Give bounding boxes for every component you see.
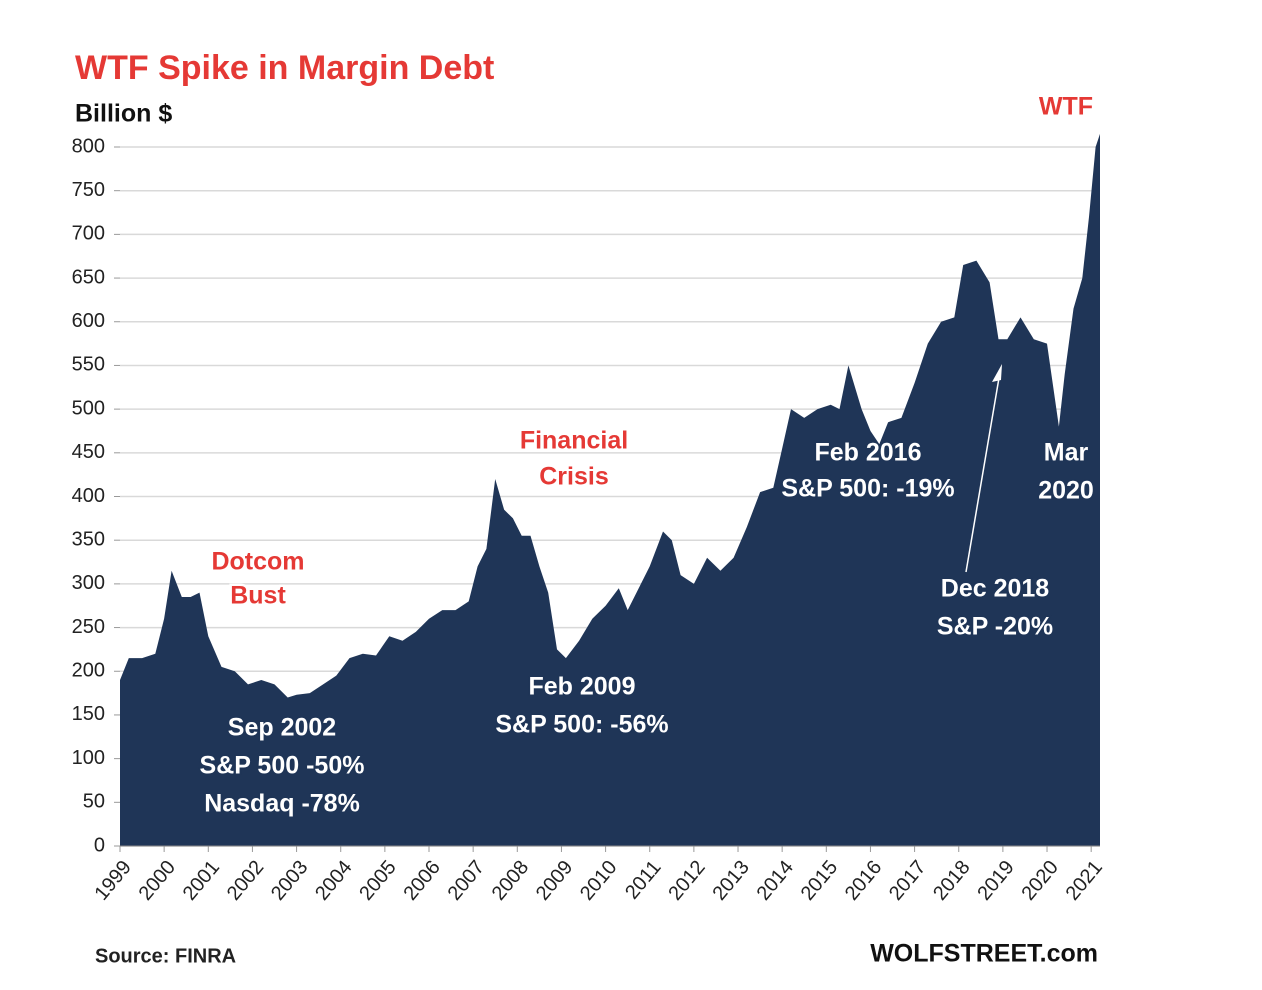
annotation: Dec 2018 <box>941 575 1050 603</box>
y-tick-label: 350 <box>72 528 105 550</box>
x-tick-label: 2019 <box>973 856 1018 904</box>
x-tick-label: 2004 <box>311 856 356 904</box>
x-tick-label: 2015 <box>797 856 842 904</box>
plot <box>120 133 1100 847</box>
source: Source: FINRA <box>95 945 236 967</box>
x-tick-label: 2012 <box>664 856 709 904</box>
annotation: Nasdaq -78% <box>204 790 360 818</box>
annotation: Bust <box>230 582 286 610</box>
x-tick-label: 2020 <box>1017 856 1062 904</box>
y-tick-label: 150 <box>72 703 105 725</box>
annotation: Crisis <box>539 463 608 491</box>
x-tick-label: 2017 <box>885 856 930 904</box>
annotation: Feb 2016 <box>814 439 921 467</box>
annotation: S&P 500 -50% <box>200 752 365 780</box>
y-tick-label: 400 <box>72 485 105 507</box>
x-tick-label: 2000 <box>135 856 180 904</box>
y-tick-label: 300 <box>72 572 105 594</box>
x-tick-label: 2006 <box>399 856 444 904</box>
x-tick-label: 2008 <box>488 856 533 904</box>
y-tick-label: 200 <box>72 660 105 682</box>
annotation: S&P 500: -19% <box>781 475 954 503</box>
x-tick-label: 1999 <box>90 856 135 904</box>
x-tick-label: 2021 <box>1062 856 1107 904</box>
y-tick-label: 600 <box>72 310 105 332</box>
x-tick-label: 2001 <box>179 856 224 904</box>
y-tick-label: 500 <box>72 397 105 419</box>
annotation: Dotcom <box>211 548 304 576</box>
x-tick-label: 2010 <box>576 856 621 904</box>
x-tick-label: 2007 <box>444 856 489 904</box>
brand: WOLFSTREET.com <box>870 940 1098 968</box>
y-tick-label: 100 <box>72 747 105 769</box>
x-tick-label: 2013 <box>708 856 753 904</box>
x-tick-label: 2003 <box>267 856 312 904</box>
annotations: WTF Dotcom Bust Sep 2002 S&P 500 -50% Nasdaq … <box>198 90 1096 819</box>
arrow <box>965 371 1001 573</box>
y-tick-label: 450 <box>72 441 105 463</box>
y-tick-label: 700 <box>72 223 105 245</box>
annotation: S&P -20% <box>937 613 1053 641</box>
annotation: S&P 500: -56% <box>495 711 668 739</box>
x-tick-label: 2018 <box>929 856 974 904</box>
y-tick-label: 0 <box>94 834 105 856</box>
annotation: 2020 <box>1038 477 1094 505</box>
x-tick-label: 2014 <box>753 856 798 904</box>
annotation: Mar <box>1044 439 1089 467</box>
y-tick-label: 650 <box>72 266 105 288</box>
y-tick-label: 550 <box>72 354 105 376</box>
y-tick-label: 250 <box>72 616 105 638</box>
arrow-head <box>992 364 1002 382</box>
annotation: WTF <box>1039 93 1093 121</box>
x-tick-label: 2009 <box>532 856 577 904</box>
y-tick-label: 50 <box>83 791 105 813</box>
x-tick-label: 2016 <box>841 856 886 904</box>
y-tick-label: 800 <box>72 135 105 157</box>
area <box>120 133 1100 846</box>
annotation: Financial <box>520 427 628 455</box>
y-axis-label: Billion $ <box>75 100 172 128</box>
x-tick-label: 2005 <box>355 856 400 904</box>
annotation: Sep 2002 <box>228 714 336 742</box>
annotation: Feb 2009 <box>528 673 635 701</box>
y-tick-label: 750 <box>72 179 105 201</box>
chart-title: WTF Spike in Margin Debt <box>75 49 494 87</box>
x-tick-label: 2002 <box>223 856 268 904</box>
x-tick-label: 2011 <box>621 856 666 903</box>
